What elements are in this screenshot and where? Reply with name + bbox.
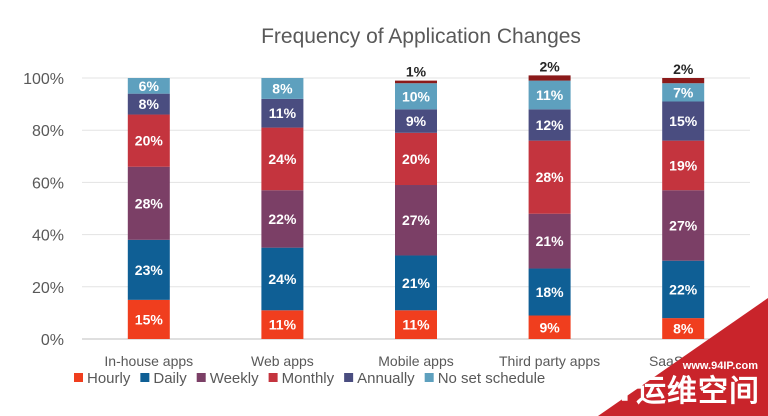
legend-label: Monthly: [282, 370, 335, 387]
data-label: 15%: [669, 113, 698, 129]
y-tick-label: 40%: [32, 228, 64, 245]
bar-segment: [528, 80, 571, 110]
x-tick-label: SaaS apps: [649, 353, 718, 369]
bar-segment: [395, 255, 437, 311]
data-label: 8%: [139, 96, 160, 112]
data-label: 11%: [269, 105, 297, 121]
bar-segment: [261, 127, 304, 191]
bar-segment: [395, 109, 437, 133]
data-label: 27%: [669, 217, 698, 233]
bar-segment-top: [662, 78, 705, 84]
bar-segment: [127, 114, 170, 167]
x-tick-label: In-house apps: [104, 353, 193, 369]
legend-label: Daily: [153, 370, 187, 387]
legend-swatch: [196, 373, 206, 382]
data-label: 28%: [135, 195, 164, 211]
data-label: 24%: [268, 271, 297, 287]
bar-segment: [127, 93, 170, 115]
bar-segment: [127, 239, 170, 300]
data-label: 24%: [268, 151, 297, 167]
bar-segment: [395, 185, 437, 256]
bar-segment: [261, 310, 304, 339]
y-tick-label: 0%: [41, 332, 64, 349]
data-label: 7%: [673, 84, 694, 100]
data-label: 21%: [402, 275, 431, 291]
data-label: 18%: [536, 284, 565, 300]
data-label: 22%: [669, 281, 698, 297]
bar-segment: [662, 190, 705, 261]
data-label-top: 1%: [406, 64, 427, 80]
bar-segment: [395, 310, 437, 339]
bar-segment: [395, 132, 437, 186]
data-label: 10%: [402, 88, 431, 104]
data-label: 27%: [402, 212, 431, 228]
bar-segment: [261, 247, 304, 311]
data-label: 9%: [406, 113, 427, 129]
data-label: 8%: [272, 80, 293, 96]
y-tick-label: 100%: [23, 71, 64, 88]
data-label: 6%: [139, 78, 160, 94]
legend-swatch: [140, 373, 150, 382]
data-label: 11%: [402, 317, 430, 333]
bar-segment-top: [395, 80, 437, 84]
data-label: 11%: [269, 317, 297, 333]
data-label: 20%: [402, 151, 431, 167]
legend-label: Hourly: [87, 370, 131, 387]
y-tick-label: 80%: [32, 123, 64, 140]
data-label: 15%: [135, 311, 164, 327]
data-label-top: 2%: [539, 58, 560, 74]
bar-segment: [261, 190, 304, 248]
x-tick-label: Third party apps: [499, 353, 600, 369]
legend: Hourly Daily Weekly Monthly Annually No set s…: [74, 370, 545, 387]
chart-title: Frequency of Application Changes: [261, 25, 581, 48]
bar-segment: [528, 315, 571, 339]
bar-segment: [662, 101, 705, 141]
bar-segment: [261, 78, 304, 99]
bars: 15% 23% 28% 20% 8% 6% 11% 24% 22% 24% 11% 8% 11% 21% 2…: [127, 58, 705, 339]
bar-segment: [261, 98, 304, 128]
bar-segment: [528, 140, 571, 214]
bar-segment: [127, 78, 170, 94]
x-axis: In-house apps Web apps Mobile apps Third pa…: [104, 353, 717, 369]
data-label: 23%: [135, 262, 164, 278]
data-label: 22%: [268, 211, 297, 227]
bar-segment: [528, 268, 571, 316]
legend-label: No set schedule: [438, 370, 546, 387]
x-tick-label: Mobile apps: [378, 353, 454, 369]
y-tick-label: 60%: [32, 175, 64, 192]
data-label: 12%: [536, 117, 565, 133]
bar-segment: [662, 83, 705, 102]
data-label: 20%: [135, 133, 164, 149]
data-label: 11%: [536, 87, 564, 103]
bar-segment-top: [528, 75, 571, 81]
bar-segment: [528, 213, 571, 269]
legend-label: Annually: [357, 370, 415, 387]
x-tick-label: Web apps: [251, 353, 314, 369]
y-tick-label: 20%: [32, 280, 64, 297]
bar-segment: [395, 83, 437, 110]
legend-swatch: [268, 373, 278, 382]
data-label: 9%: [539, 319, 560, 335]
data-label: 19%: [669, 157, 698, 173]
y-axis: 0% 20% 40% 60% 80% 100%: [23, 71, 64, 349]
bar-segment: [127, 299, 170, 339]
data-label-top: 2%: [673, 61, 694, 77]
legend-label: Weekly: [210, 370, 259, 387]
bar-segment: [127, 166, 170, 240]
data-label: 28%: [536, 169, 565, 185]
legend-swatch: [344, 373, 354, 382]
legend-swatch: [74, 373, 83, 382]
bar-segment: [528, 109, 571, 141]
legend-swatch: [424, 373, 434, 382]
bar-segment: [662, 140, 705, 191]
data-label: 21%: [536, 233, 565, 249]
data-label: 8%: [673, 321, 694, 337]
